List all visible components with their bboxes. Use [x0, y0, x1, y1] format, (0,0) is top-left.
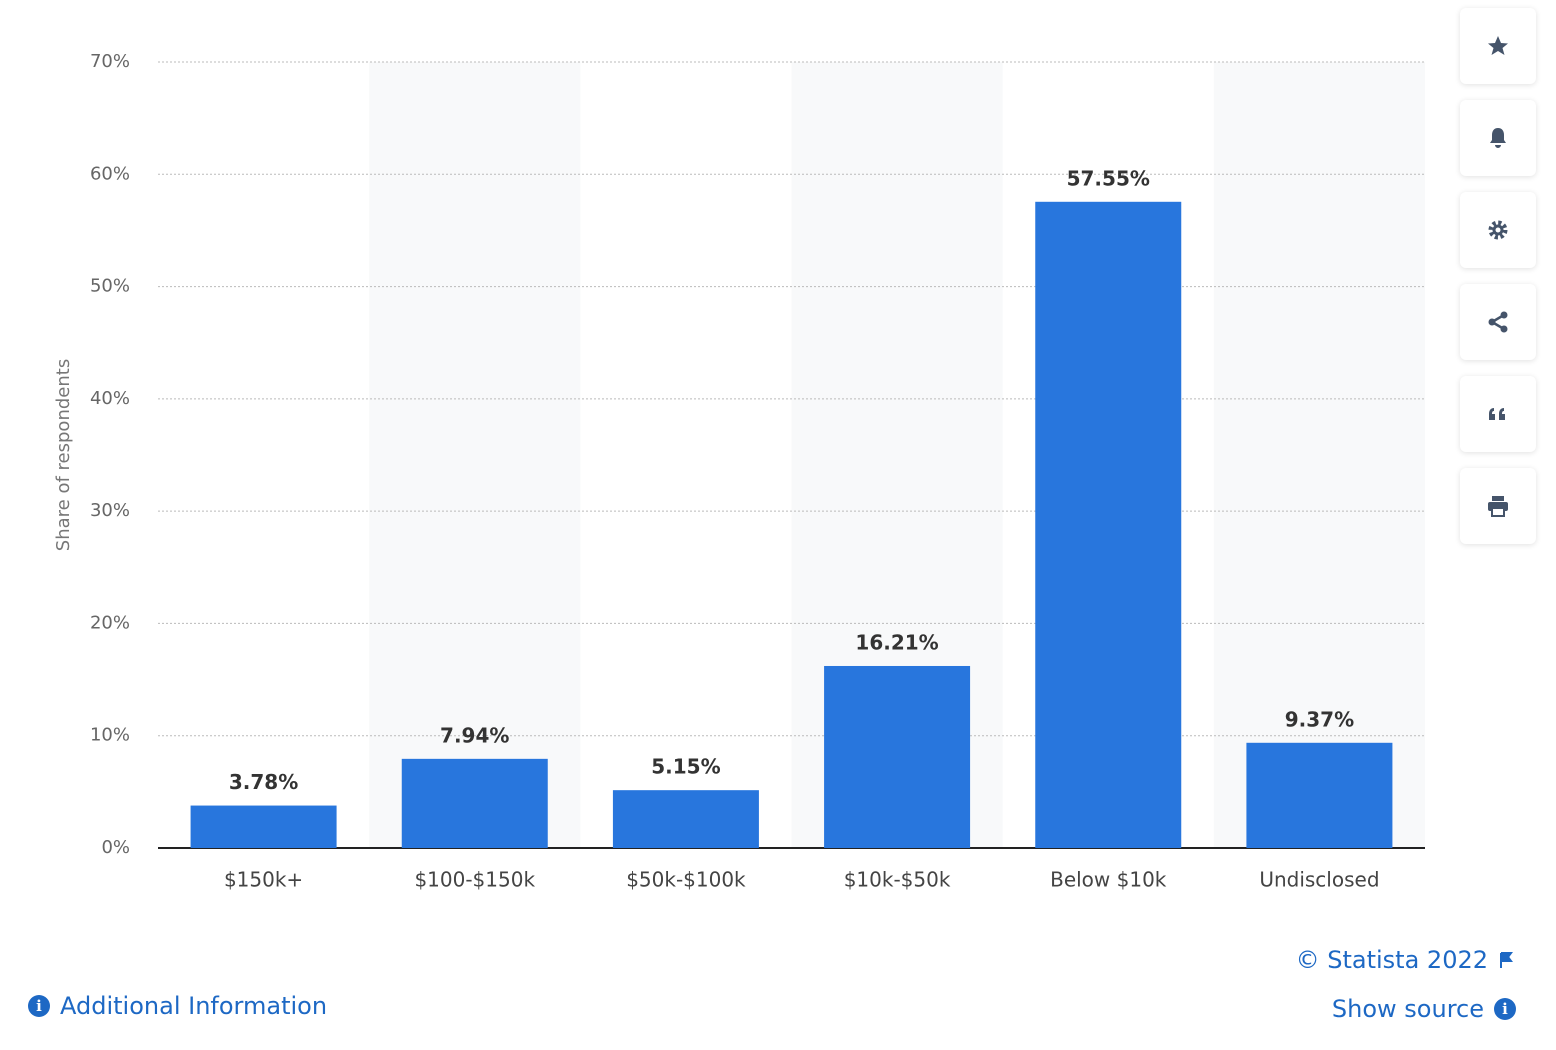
- settings-button[interactable]: [1460, 192, 1536, 268]
- y-tick-label: 60%: [90, 163, 130, 184]
- y-tick-label: 40%: [90, 388, 130, 409]
- favorite-button[interactable]: [1460, 8, 1536, 84]
- y-tick-label: 70%: [90, 51, 130, 72]
- value-label: 9.37%: [1285, 707, 1354, 731]
- bell-icon: [1490, 128, 1506, 148]
- y-axis-label: Share of respondents: [53, 359, 74, 551]
- value-label: 3.78%: [229, 770, 298, 794]
- band-shade: [1213, 62, 1425, 848]
- gear-icon: [1488, 220, 1508, 240]
- y-tick-label: 20%: [90, 612, 130, 633]
- bar: [612, 790, 759, 848]
- quote-icon: [1489, 408, 1505, 420]
- show-source-text: Show source: [1331, 995, 1484, 1023]
- y-tick-label: 10%: [90, 725, 130, 746]
- show-source-link[interactable]: Show source i: [1332, 995, 1516, 1023]
- value-label: 7.94%: [440, 723, 509, 747]
- y-tick-label: 50%: [90, 276, 130, 297]
- bar: [824, 665, 971, 848]
- x-tick-label: $10k-$50k: [844, 868, 951, 892]
- print-icon: [1488, 496, 1508, 517]
- band-shade: [369, 62, 581, 848]
- notification-button[interactable]: [1460, 100, 1536, 176]
- x-tick-label: Undisclosed: [1259, 868, 1379, 892]
- x-tick-label: Below $10k: [1050, 868, 1167, 892]
- cite-button[interactable]: [1460, 376, 1536, 452]
- additional-info-text: Additional Information: [60, 992, 328, 1020]
- flag-icon: [1500, 952, 1513, 968]
- bar: [1035, 201, 1182, 848]
- y-tick-label: 0%: [101, 837, 130, 858]
- additional-info-link[interactable]: Additional Information i: [28, 992, 327, 1020]
- share-button[interactable]: [1460, 284, 1536, 360]
- y-tick-label: 30%: [90, 500, 130, 521]
- value-label: 57.55%: [1067, 166, 1150, 190]
- x-tick-label: $100-$150k: [414, 868, 535, 892]
- bar: [401, 758, 548, 848]
- value-label: 5.15%: [651, 755, 720, 779]
- star-icon: [1488, 36, 1508, 55]
- bar: [1246, 742, 1393, 848]
- bar: [190, 805, 337, 848]
- print-button[interactable]: [1460, 468, 1536, 544]
- x-tick-label: $50k-$100k: [626, 868, 746, 892]
- info-icon: i: [1494, 998, 1516, 1020]
- share-icon: [1488, 311, 1508, 333]
- info-icon: i: [28, 995, 50, 1017]
- copyright-text: © Statista 2022: [1295, 946, 1488, 974]
- chart: Share of respondents 0% 10% 20% 30% 40% 50% 60…: [53, 51, 1425, 892]
- value-label: 16.21%: [855, 630, 938, 654]
- copyright-link[interactable]: © Statista 2022: [1296, 946, 1514, 974]
- x-tick-label: $150k+: [224, 868, 303, 892]
